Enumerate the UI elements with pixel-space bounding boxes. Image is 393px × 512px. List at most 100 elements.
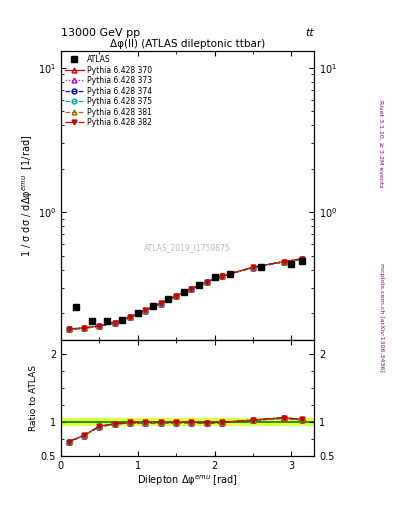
Pythia 6.428 370 bbox=[300, 256, 305, 262]
Pythia 6.428 373 bbox=[158, 301, 163, 307]
Pythia 6.428 373 bbox=[281, 259, 286, 265]
Pythia 6.428 375 bbox=[66, 327, 71, 333]
Line: Pythia 6.428 381: Pythia 6.428 381 bbox=[66, 257, 305, 331]
Pythia 6.428 382 bbox=[204, 279, 209, 285]
Pythia 6.428 382 bbox=[251, 264, 255, 270]
ATLAS bbox=[228, 270, 232, 276]
Y-axis label: Ratio to ATLAS: Ratio to ATLAS bbox=[29, 365, 38, 431]
Pythia 6.428 382 bbox=[112, 319, 117, 326]
Pythia 6.428 375 bbox=[204, 279, 209, 285]
Pythia 6.428 373 bbox=[128, 314, 132, 321]
Pythia 6.428 381 bbox=[300, 256, 305, 262]
Pythia 6.428 374 bbox=[66, 327, 71, 333]
Pythia 6.428 374 bbox=[112, 320, 117, 326]
ATLAS bbox=[120, 316, 125, 323]
Title: Δφ(ll) (ATLAS dileptonic ttbar): Δφ(ll) (ATLAS dileptonic ttbar) bbox=[110, 39, 265, 49]
Y-axis label: 1 / σ dσ / dΔφ$^{emu}$  [1/rad]: 1 / σ dσ / dΔφ$^{emu}$ [1/rad] bbox=[20, 135, 35, 257]
Pythia 6.428 375 bbox=[251, 265, 255, 271]
Pythia 6.428 381 bbox=[97, 323, 102, 329]
Text: tt: tt bbox=[306, 28, 314, 38]
Pythia 6.428 375 bbox=[143, 308, 148, 314]
ATLAS bbox=[212, 274, 217, 280]
Pythia 6.428 375 bbox=[281, 259, 286, 265]
Text: mcplots.cern.ch [arXiv:1306.3436]: mcplots.cern.ch [arXiv:1306.3436] bbox=[379, 263, 384, 372]
Pythia 6.428 373 bbox=[300, 256, 305, 262]
Pythia 6.428 382 bbox=[189, 286, 194, 292]
Pythia 6.428 370 bbox=[82, 325, 86, 331]
Line: Pythia 6.428 370: Pythia 6.428 370 bbox=[66, 257, 305, 331]
ATLAS bbox=[89, 318, 94, 325]
Pythia 6.428 374 bbox=[158, 301, 163, 307]
Pythia 6.428 374 bbox=[128, 314, 132, 321]
Pythia 6.428 370 bbox=[204, 279, 209, 285]
Legend: ATLAS, Pythia 6.428 370, Pythia 6.428 373, Pythia 6.428 374, Pythia 6.428 375, P: ATLAS, Pythia 6.428 370, Pythia 6.428 37… bbox=[63, 53, 154, 129]
Pythia 6.428 373 bbox=[82, 325, 86, 331]
Pythia 6.428 374 bbox=[251, 265, 255, 271]
Pythia 6.428 373 bbox=[251, 265, 255, 271]
ATLAS bbox=[105, 318, 109, 325]
Text: ATLAS_2019_I1759875: ATLAS_2019_I1759875 bbox=[144, 243, 231, 252]
Pythia 6.428 382 bbox=[158, 300, 163, 306]
Pythia 6.428 382 bbox=[143, 307, 148, 313]
Pythia 6.428 375 bbox=[158, 301, 163, 307]
Pythia 6.428 370 bbox=[189, 286, 194, 292]
Pythia 6.428 374 bbox=[300, 256, 305, 262]
X-axis label: Dilepton Δφ$^{emu}$ [rad]: Dilepton Δφ$^{emu}$ [rad] bbox=[137, 473, 238, 488]
Pythia 6.428 375 bbox=[189, 286, 194, 292]
Line: Pythia 6.428 382: Pythia 6.428 382 bbox=[66, 257, 305, 331]
Line: Pythia 6.428 374: Pythia 6.428 374 bbox=[66, 257, 305, 332]
Pythia 6.428 370 bbox=[112, 319, 117, 326]
ATLAS bbox=[300, 258, 305, 264]
Pythia 6.428 374 bbox=[189, 286, 194, 292]
Pythia 6.428 374 bbox=[281, 259, 286, 265]
Line: Pythia 6.428 373: Pythia 6.428 373 bbox=[66, 257, 305, 332]
Text: Rivet 3.1.10, ≥ 3.2M events: Rivet 3.1.10, ≥ 3.2M events bbox=[379, 99, 384, 187]
Pythia 6.428 374 bbox=[204, 279, 209, 285]
Pythia 6.428 375 bbox=[112, 320, 117, 326]
Pythia 6.428 370 bbox=[251, 264, 255, 270]
Line: Pythia 6.428 375: Pythia 6.428 375 bbox=[66, 257, 305, 332]
Pythia 6.428 382 bbox=[97, 323, 102, 329]
Pythia 6.428 373 bbox=[112, 320, 117, 326]
Pythia 6.428 375 bbox=[220, 273, 224, 279]
ATLAS bbox=[135, 310, 140, 316]
Pythia 6.428 381 bbox=[189, 286, 194, 292]
Pythia 6.428 382 bbox=[82, 325, 86, 331]
Pythia 6.428 370 bbox=[174, 293, 178, 299]
Pythia 6.428 373 bbox=[174, 293, 178, 300]
Text: 13000 GeV pp: 13000 GeV pp bbox=[61, 28, 140, 38]
Pythia 6.428 374 bbox=[143, 308, 148, 314]
Pythia 6.428 373 bbox=[204, 279, 209, 285]
Pythia 6.428 370 bbox=[128, 314, 132, 320]
Bar bbox=[61, 418, 314, 425]
Pythia 6.428 382 bbox=[174, 293, 178, 299]
Pythia 6.428 375 bbox=[300, 256, 305, 262]
Pythia 6.428 373 bbox=[143, 308, 148, 314]
Pythia 6.428 381 bbox=[158, 300, 163, 306]
Pythia 6.428 373 bbox=[220, 273, 224, 279]
Pythia 6.428 370 bbox=[158, 300, 163, 306]
ATLAS bbox=[182, 289, 186, 295]
Pythia 6.428 375 bbox=[174, 293, 178, 300]
ATLAS bbox=[289, 261, 294, 267]
Pythia 6.428 382 bbox=[128, 314, 132, 320]
Pythia 6.428 381 bbox=[66, 326, 71, 332]
ATLAS bbox=[74, 304, 79, 310]
Pythia 6.428 370 bbox=[66, 326, 71, 332]
Pythia 6.428 381 bbox=[82, 325, 86, 331]
Pythia 6.428 381 bbox=[112, 319, 117, 326]
Pythia 6.428 382 bbox=[300, 256, 305, 262]
Pythia 6.428 381 bbox=[174, 293, 178, 299]
Pythia 6.428 381 bbox=[204, 279, 209, 285]
Pythia 6.428 370 bbox=[220, 273, 224, 279]
Pythia 6.428 375 bbox=[82, 325, 86, 331]
Pythia 6.428 374 bbox=[97, 323, 102, 329]
Pythia 6.428 370 bbox=[281, 259, 286, 265]
Pythia 6.428 382 bbox=[220, 273, 224, 279]
Pythia 6.428 374 bbox=[82, 325, 86, 331]
ATLAS bbox=[197, 282, 202, 288]
Pythia 6.428 381 bbox=[128, 314, 132, 320]
Pythia 6.428 382 bbox=[281, 259, 286, 265]
Line: ATLAS: ATLAS bbox=[73, 258, 305, 324]
ATLAS bbox=[151, 303, 156, 309]
